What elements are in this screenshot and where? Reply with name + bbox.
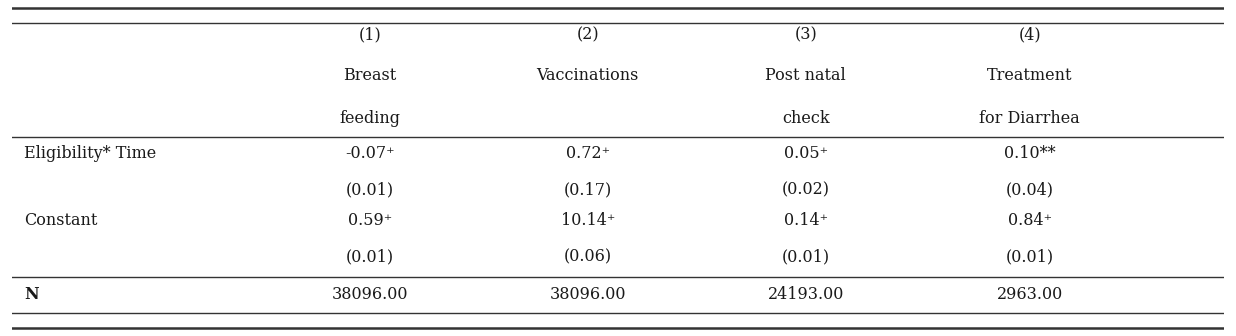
- Text: 0.10**: 0.10**: [1004, 145, 1056, 162]
- Text: 0.14⁺: 0.14⁺: [784, 212, 828, 229]
- Text: (0.17): (0.17): [564, 181, 612, 198]
- Text: 38096.00: 38096.00: [550, 286, 625, 303]
- Text: Constant: Constant: [25, 212, 98, 229]
- Text: 0.59⁺: 0.59⁺: [347, 212, 392, 229]
- Text: Treatment: Treatment: [988, 67, 1073, 84]
- Text: check: check: [782, 110, 829, 127]
- Text: (2): (2): [576, 26, 599, 43]
- Text: (3): (3): [795, 26, 817, 43]
- Text: Eligibility* Time: Eligibility* Time: [25, 145, 157, 162]
- Text: -0.07⁺: -0.07⁺: [345, 145, 394, 162]
- Text: (0.02): (0.02): [781, 181, 829, 198]
- Text: 10.14⁺: 10.14⁺: [561, 212, 614, 229]
- Text: (0.01): (0.01): [346, 248, 394, 265]
- Text: (4): (4): [1018, 26, 1041, 43]
- Text: N: N: [25, 286, 40, 303]
- Text: Breast: Breast: [344, 67, 397, 84]
- Text: (0.06): (0.06): [564, 248, 612, 265]
- Text: 0.72⁺: 0.72⁺: [566, 145, 609, 162]
- Text: 0.05⁺: 0.05⁺: [784, 145, 828, 162]
- Text: 24193.00: 24193.00: [768, 286, 844, 303]
- Text: (1): (1): [358, 26, 381, 43]
- Text: feeding: feeding: [339, 110, 400, 127]
- Text: Post natal: Post natal: [765, 67, 847, 84]
- Text: (0.01): (0.01): [346, 181, 394, 198]
- Text: 38096.00: 38096.00: [331, 286, 408, 303]
- Text: 2963.00: 2963.00: [996, 286, 1063, 303]
- Text: (0.01): (0.01): [781, 248, 829, 265]
- Text: (0.04): (0.04): [1006, 181, 1054, 198]
- Text: (0.01): (0.01): [1006, 248, 1054, 265]
- Text: 0.84⁺: 0.84⁺: [1007, 212, 1052, 229]
- Text: for Diarrhea: for Diarrhea: [979, 110, 1080, 127]
- Text: Vaccinations: Vaccinations: [536, 67, 639, 84]
